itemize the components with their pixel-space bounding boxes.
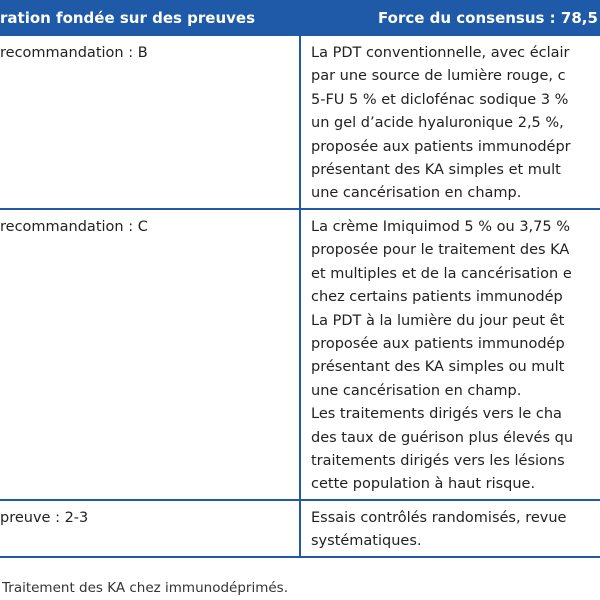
cell-text: recommandation : B bbox=[0, 45, 148, 61]
header-cell: ration fondée sur des preuves bbox=[0, 0, 299, 36]
cell-text: des taux de guérison plus élevés qu bbox=[311, 429, 574, 446]
cell-text: une cancérisation en champ. bbox=[311, 185, 522, 202]
cell-text: cette population à haut risque. bbox=[311, 476, 536, 493]
cell-text: traitements dirigés vers les lésions bbox=[311, 453, 565, 470]
cell-text: et multiples et de la cancérisation e bbox=[311, 265, 572, 282]
cell-text: présentant des KA simples ou mult bbox=[311, 359, 565, 376]
cell-text: une cancérisation en champ. bbox=[311, 382, 522, 399]
cell-text: chez certains patients immunodép bbox=[311, 289, 563, 306]
cell-text: La PDT conventionnelle, avec éclair bbox=[311, 45, 570, 61]
table-cell: La crème Imiquimod 5 % ou 3,75 % proposée… bbox=[301, 210, 600, 501]
cell-text: systématiques. bbox=[311, 533, 422, 550]
cell-text: proposée pour le traitement des KA bbox=[311, 242, 570, 259]
table-cell: recommandation : B bbox=[0, 36, 301, 210]
cell-text: proposée aux patients immunodép bbox=[311, 336, 565, 353]
cell-text: La crème Imiquimod 5 % ou 3,75 % bbox=[311, 219, 570, 235]
cell-text: La PDT à la lumière du jour peut êt bbox=[311, 312, 565, 329]
table-cell: Essais contrôlés randomisés, revue systém… bbox=[301, 501, 600, 558]
table-cell: La PDT conventionnelle, avec éclair par u… bbox=[301, 36, 600, 210]
table-cell: preuve : 2-3 bbox=[0, 501, 301, 558]
cell-text: proposée aux patients immunodépr bbox=[311, 138, 571, 155]
table-cell: recommandation : C bbox=[0, 210, 301, 501]
cell-text: 5-FU 5 % et diclofénac sodique 3 % bbox=[311, 91, 569, 108]
cell-text: preuve : 2-3 bbox=[0, 510, 89, 526]
cell-text: par une source de lumière rouge, c bbox=[311, 68, 566, 85]
header-cell: Force du consensus : 78,5 bbox=[301, 0, 600, 36]
cell-text: présentant des KA simples et mult bbox=[311, 162, 561, 179]
column-divider bbox=[299, 0, 301, 558]
cell-text: recommandation : C bbox=[0, 219, 148, 235]
cell-text: Les traitements dirigés vers le cha bbox=[311, 406, 562, 423]
cell-text: Essais contrôlés randomisés, revue bbox=[311, 510, 567, 526]
cell-text: un gel d’acide hyaluronique 2,5 %, bbox=[311, 115, 564, 132]
caption: Traitement des KA chez immunodéprimés. bbox=[2, 580, 288, 596]
